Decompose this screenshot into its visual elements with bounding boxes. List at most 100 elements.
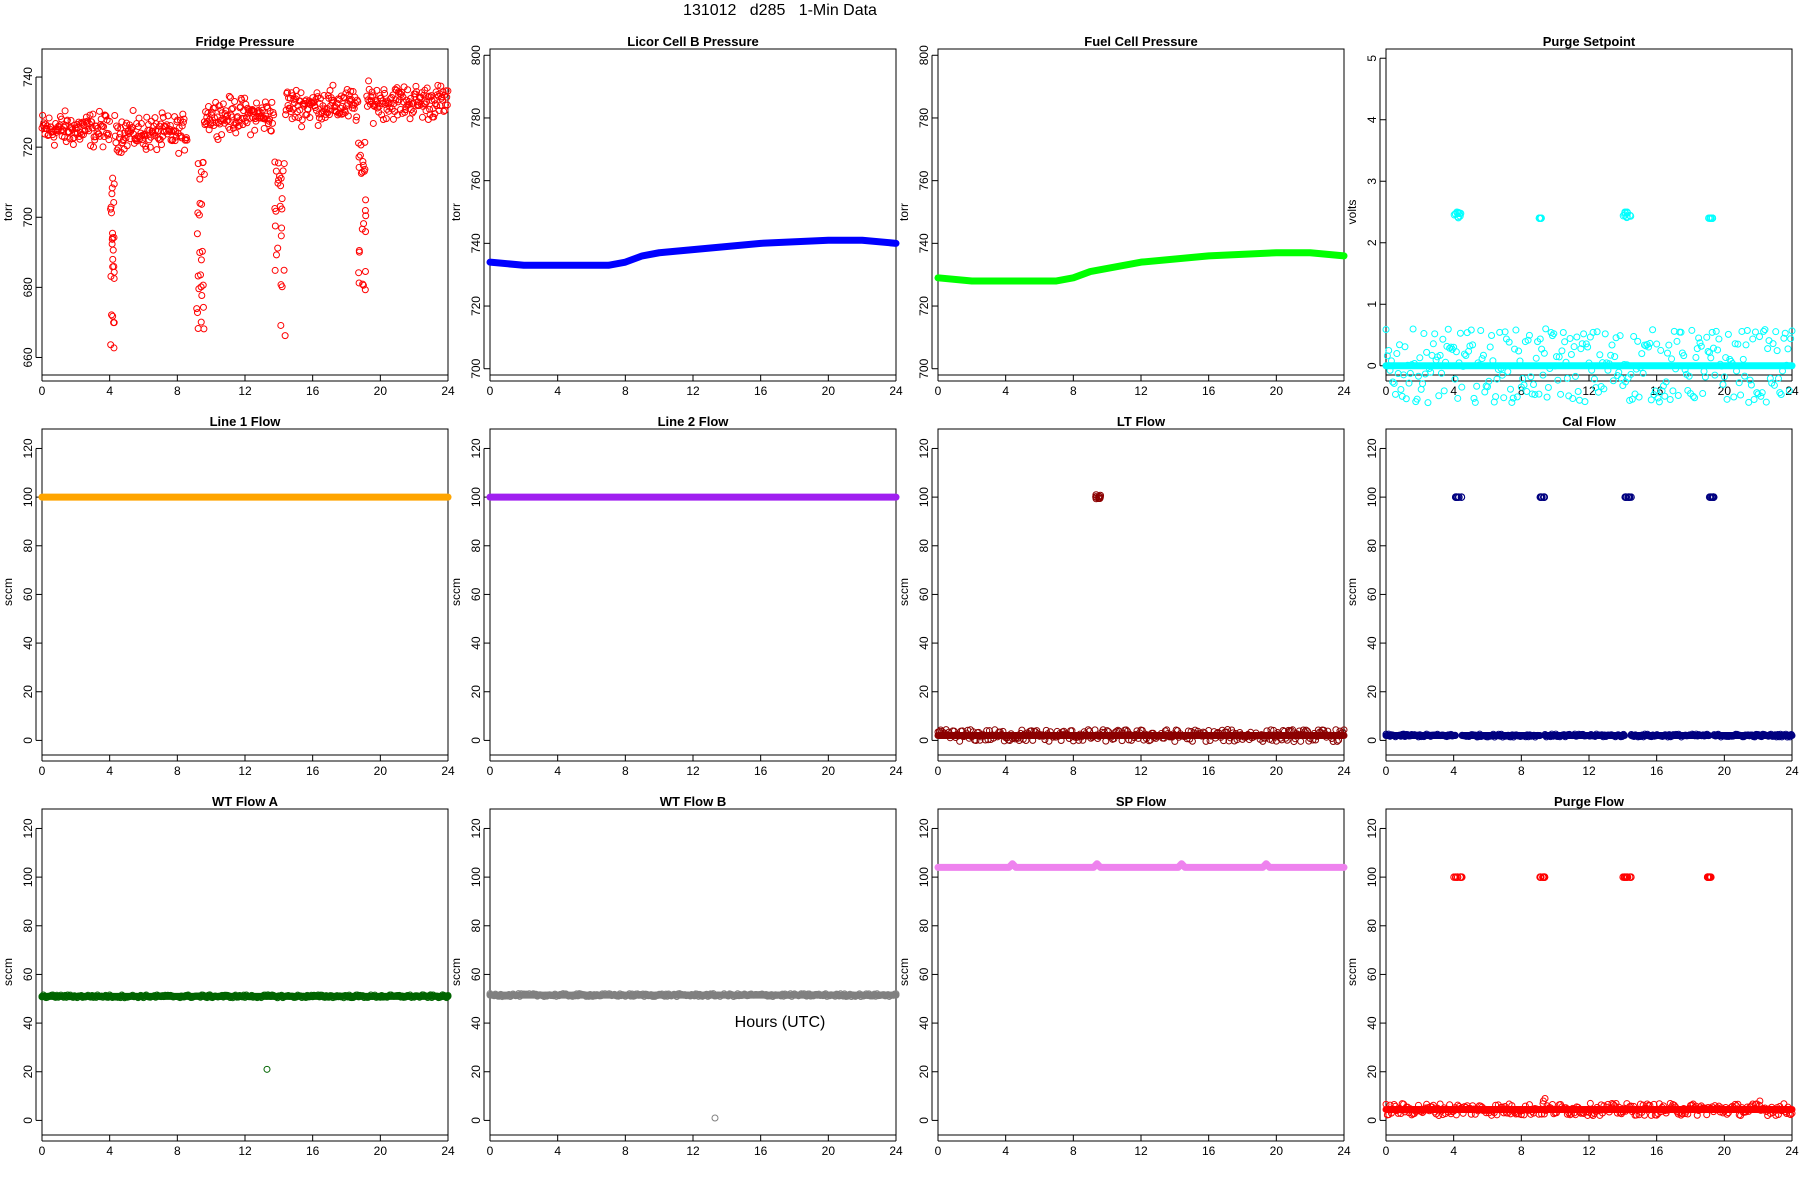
data-point	[1593, 328, 1601, 336]
x-tick-label: 0	[1383, 384, 1390, 398]
data-point	[333, 99, 341, 107]
data-point	[361, 268, 369, 276]
data-point	[196, 249, 204, 257]
data-point	[76, 135, 84, 143]
data-point	[1566, 334, 1574, 342]
data-point	[389, 115, 397, 123]
data-point	[261, 98, 269, 106]
y-tick-label: 80	[469, 539, 483, 553]
data-point	[197, 168, 205, 176]
x-tick-label: 12	[1134, 1144, 1148, 1158]
data-point	[96, 132, 104, 140]
data-point	[205, 103, 213, 111]
data-point	[183, 136, 191, 144]
data-point	[107, 341, 115, 349]
y-tick-label: 780	[917, 108, 931, 128]
data-point	[197, 271, 205, 279]
data-point	[1734, 340, 1742, 348]
data-point	[408, 109, 416, 117]
data-point	[347, 87, 355, 95]
y-axis-label: sccm	[897, 578, 911, 606]
data-point	[1454, 493, 1463, 501]
data-point	[199, 158, 207, 166]
data-point	[422, 107, 430, 115]
data-point	[1650, 391, 1658, 399]
y-tick-label: 20	[469, 1065, 483, 1079]
y-tick-label: 40	[1365, 1016, 1379, 1030]
y-tick-label: 760	[917, 170, 931, 190]
data-point	[1539, 371, 1547, 379]
data-point	[1712, 327, 1720, 335]
data-point	[1730, 393, 1738, 401]
y-tick-label: 100	[917, 867, 931, 887]
data-point	[1561, 338, 1569, 346]
data-point	[1697, 342, 1705, 350]
x-tick-label: 16	[306, 764, 320, 778]
panel-title: Cal Flow	[1562, 414, 1616, 429]
data-point	[1680, 352, 1688, 360]
panel-1: Licor Cell B Pressure torr 0 4 8 12 16 20 24 700 7…	[449, 34, 903, 398]
x-tick-label: 20	[374, 764, 388, 778]
data-point	[89, 110, 97, 118]
data-point	[105, 136, 113, 144]
data-point	[1400, 371, 1408, 379]
data-point	[423, 84, 431, 92]
x-tick-label: 24	[889, 1144, 903, 1158]
data-point	[1540, 493, 1548, 501]
data-point	[45, 114, 53, 122]
y-tick-label: 20	[1365, 1065, 1379, 1079]
data-point	[1668, 355, 1676, 363]
data-point	[1696, 339, 1704, 347]
data-point	[420, 91, 428, 99]
data-point	[1607, 351, 1615, 359]
panel-title: WT Flow A	[212, 794, 279, 809]
data-point	[418, 113, 426, 121]
data-point	[1781, 329, 1789, 337]
data-point	[426, 111, 434, 119]
data-point	[179, 110, 187, 118]
data-point	[1611, 353, 1619, 361]
x-tick-label: 16	[306, 384, 320, 398]
x-tick-label: 4	[1450, 1144, 1457, 1158]
data-point	[296, 106, 304, 114]
data-point	[263, 1065, 271, 1073]
data-point	[105, 117, 113, 125]
plot-frame	[489, 48, 897, 376]
data-point	[1756, 1097, 1764, 1105]
data-point	[1498, 371, 1506, 379]
x-axis-caption: Hours (UTC)	[734, 1014, 826, 1031]
data-point	[1385, 347, 1393, 355]
data-point	[1619, 873, 1627, 881]
y-tick-label: 120	[917, 818, 931, 838]
data-point	[153, 146, 161, 154]
data-point	[1623, 873, 1631, 881]
data-point	[1550, 330, 1558, 338]
data-point	[1665, 341, 1673, 349]
data-point	[198, 200, 206, 208]
data-point	[1577, 345, 1585, 353]
data-point	[1649, 326, 1657, 334]
data-point	[108, 311, 116, 319]
plot-frame	[41, 428, 449, 756]
data-point	[361, 206, 369, 214]
x-tick-label: 16	[1202, 384, 1216, 398]
data-point	[178, 122, 186, 130]
x-tick-label: 4	[1002, 764, 1009, 778]
data-point	[1741, 372, 1749, 380]
data-point	[194, 160, 202, 168]
data-point	[271, 266, 279, 274]
y-tick-label: 740	[21, 67, 35, 87]
x-tick-label: 20	[1718, 764, 1732, 778]
data-point	[268, 119, 276, 127]
y-tick-label: 780	[469, 108, 483, 128]
data-point	[61, 107, 69, 115]
data-point	[194, 309, 202, 317]
data-point	[1436, 351, 1444, 359]
data-point	[1674, 392, 1682, 400]
x-tick-label: 24	[1785, 764, 1799, 778]
data-point	[107, 203, 115, 211]
x-tick-label: 4	[106, 764, 113, 778]
data-point	[1520, 381, 1528, 389]
data-point	[200, 325, 208, 333]
data-point	[196, 175, 204, 183]
